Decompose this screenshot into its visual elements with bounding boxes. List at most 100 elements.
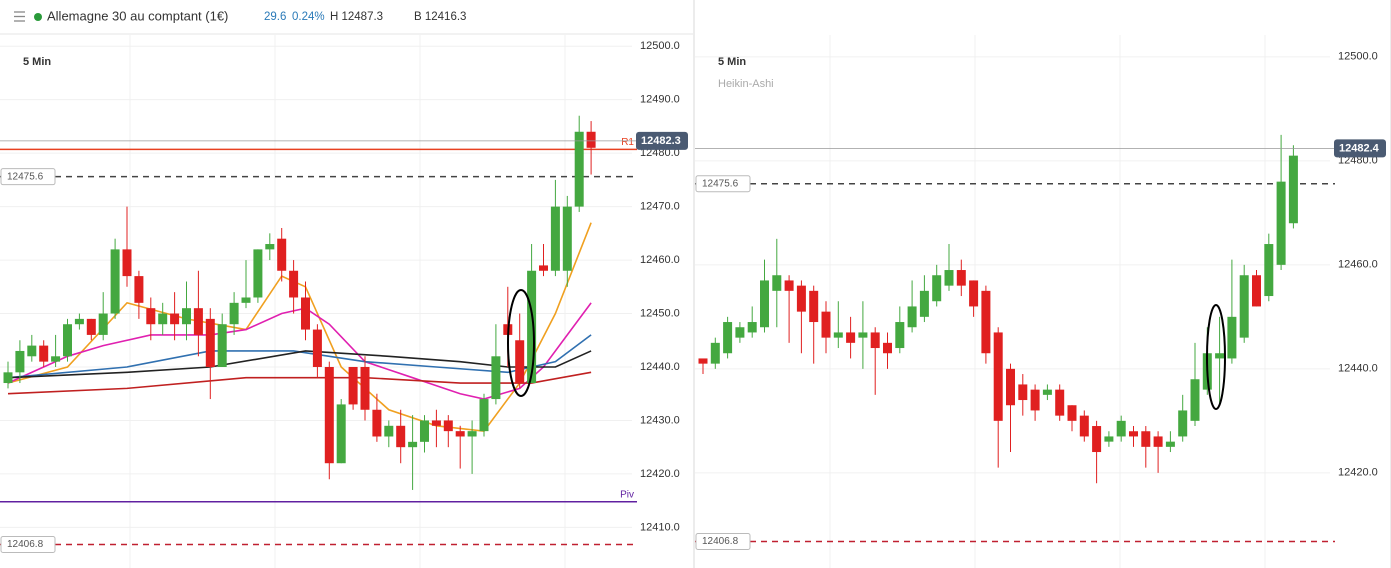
candle-body: [895, 322, 905, 349]
candle-body: [431, 420, 441, 426]
candle-body: [301, 297, 310, 330]
candle-body: [870, 332, 880, 349]
candle-body: [1067, 405, 1077, 421]
candle-body: [919, 290, 929, 317]
candle-body: [809, 290, 819, 323]
time-grid: [129, 35, 1266, 568]
moving-average: [7, 222, 592, 432]
annotation-ellipse: [1206, 304, 1226, 410]
last-price-badge: [636, 131, 688, 150]
candle-body: [170, 313, 180, 325]
y-tick-label: 12450.0: [640, 307, 680, 319]
candle-body: [110, 249, 120, 314]
candle-body: [1239, 275, 1249, 338]
candle-body: [312, 329, 322, 367]
candle-body: [1030, 389, 1040, 411]
y-tick-label: 12430.0: [640, 414, 680, 426]
y-tick-label: 12480.0: [1338, 155, 1378, 167]
candle-body: [420, 420, 429, 442]
candle-body: [408, 441, 418, 448]
candle-body: [265, 244, 275, 250]
last-price-label: 12482.3: [641, 135, 681, 147]
y-tick-label: 12480.0: [640, 147, 680, 159]
candle-body: [1178, 410, 1188, 437]
candle-body: [217, 324, 227, 367]
candle-body: [253, 249, 263, 298]
candle-body: [443, 420, 453, 432]
candle-body: [1276, 181, 1286, 265]
candle-body: [993, 332, 1003, 421]
candle-body: [479, 399, 489, 432]
candle-body: [3, 372, 13, 384]
candle-body: [241, 297, 251, 303]
candle-body: [348, 366, 358, 405]
candle-body: [586, 131, 596, 148]
candle-body: [158, 313, 168, 325]
candle-body: [883, 342, 892, 354]
candle-body: [455, 431, 465, 437]
candle-body: [360, 366, 370, 410]
candle-body: [86, 318, 96, 335]
candle-body: [698, 358, 708, 364]
instrument-title[interactable]: Allemagne 30 au comptant (1€): [47, 8, 228, 23]
candle-body: [944, 270, 954, 286]
candle-body: [74, 318, 84, 325]
candle-body: [956, 270, 966, 286]
moving-average: [7, 350, 592, 379]
candle-body: [1215, 353, 1225, 359]
candle-body: [277, 238, 287, 271]
candle-body: [1252, 275, 1261, 307]
candle-body: [550, 206, 560, 271]
candle-body: [205, 318, 215, 367]
candle-body: [289, 270, 299, 298]
candle-body: [1190, 379, 1200, 421]
candle-body: [723, 322, 733, 354]
candle-body: [491, 356, 501, 400]
candle-body: [1092, 426, 1102, 453]
candle-body: [527, 270, 537, 384]
candle-body: [134, 276, 144, 303]
level-tag: [695, 532, 751, 550]
candle-body: [1153, 436, 1163, 447]
candle-body: [981, 290, 991, 354]
candle-body: [1055, 389, 1065, 416]
y-tick-label: 12420.0: [1338, 467, 1378, 479]
candle-body: [539, 265, 548, 271]
candle-body: [1165, 441, 1175, 447]
candle-body: [15, 350, 25, 373]
level-tag-label: 12475.6: [702, 178, 739, 189]
level-tag: [0, 168, 56, 186]
y-tick-label: 12440.0: [640, 361, 680, 373]
level-tag: [695, 175, 751, 193]
candle-body: [515, 340, 525, 384]
candle-body: [562, 206, 572, 271]
candle-body: [182, 308, 191, 325]
candle-body: [796, 285, 806, 312]
candle-body: [467, 431, 477, 437]
y-tick-label: 12460.0: [640, 254, 680, 266]
candle-body: [821, 311, 831, 338]
menu-icon[interactable]: [14, 11, 25, 22]
y-tick-label: 12460.0: [1338, 259, 1378, 271]
candle-body: [932, 275, 942, 302]
last-price-label: 12482.4: [1339, 142, 1380, 154]
level-name: Piv: [620, 489, 634, 500]
level-name: R1: [621, 137, 634, 148]
candle-body: [1018, 384, 1028, 401]
candle-body: [1042, 389, 1052, 395]
status-dot: [34, 13, 42, 21]
level-tag-label: 12406.8: [702, 536, 739, 547]
candle-body: [772, 275, 782, 291]
candle-body: [846, 332, 856, 343]
candle-body: [193, 308, 203, 335]
candle-body: [384, 425, 394, 437]
candle-body: [1116, 420, 1126, 437]
y-tick-label: 12420.0: [640, 468, 680, 480]
change-pct: 0.24%: [292, 11, 325, 23]
y-tick-label: 12500.0: [1338, 51, 1378, 63]
change: 29.6: [264, 11, 286, 23]
level-tag-label: 12406.8: [7, 539, 44, 550]
candle-body: [710, 342, 720, 364]
candle-body: [1264, 244, 1274, 297]
